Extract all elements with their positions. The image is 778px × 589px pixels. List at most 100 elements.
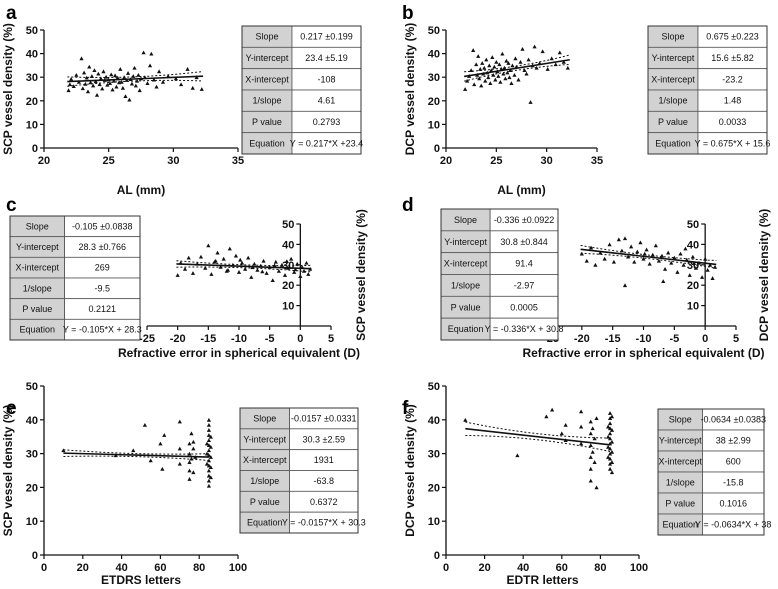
data-point xyxy=(483,78,488,83)
data-point xyxy=(644,247,649,252)
data-point xyxy=(173,76,179,81)
data-point xyxy=(88,80,93,85)
data-point xyxy=(559,431,564,436)
y-tick-label: 20 xyxy=(428,482,440,494)
confidence-band-upper xyxy=(67,71,204,78)
confidence-band-lower xyxy=(465,435,611,452)
data-point xyxy=(69,76,74,81)
data-point xyxy=(514,64,519,69)
data-point xyxy=(239,260,245,265)
data-point xyxy=(209,272,214,276)
data-point xyxy=(190,271,196,275)
data-point xyxy=(111,78,116,83)
table-stat-label: X-intercept xyxy=(243,455,287,465)
x-tick-label: -20 xyxy=(574,333,590,345)
confidence-band-lower xyxy=(67,79,204,87)
data-point xyxy=(189,431,194,436)
x-tick-label: 20 xyxy=(478,562,490,574)
panel-label: c xyxy=(6,195,17,216)
table-stat-label: Slope xyxy=(253,413,276,423)
y-tick-label: 10 xyxy=(26,516,38,528)
data-point xyxy=(136,72,141,77)
x-tick-label: 0 xyxy=(443,562,449,574)
chart-panel-b: b 20 25 30 35 0 10 20 30 40 50 AL (mm) DCP vessel de… xyxy=(402,3,603,197)
data-point xyxy=(91,83,96,88)
data-point xyxy=(515,453,520,458)
data-point xyxy=(189,456,194,461)
x-tick-label: -15 xyxy=(200,333,216,345)
table-stat-label: X-intercept xyxy=(444,259,488,269)
data-point xyxy=(530,63,535,68)
x-axis-title: ETDRS letters xyxy=(101,573,181,587)
data-point xyxy=(465,78,470,83)
x-tick-label: 25 xyxy=(490,155,502,167)
table-stat-label: Equation xyxy=(662,520,698,530)
confidence-band-upper xyxy=(63,449,209,455)
data-point xyxy=(101,69,106,74)
data-point xyxy=(177,419,182,424)
data-point xyxy=(650,252,655,257)
data-point xyxy=(588,245,594,250)
table-stat-value: Y = -0.336*X + 30.8 xyxy=(485,324,564,334)
data-point xyxy=(522,68,527,73)
data-point xyxy=(666,250,671,255)
table-stat-value: -9.5 xyxy=(95,283,111,293)
y-tick-label: 10 xyxy=(428,119,440,131)
data-point xyxy=(252,261,257,266)
data-point xyxy=(158,441,163,446)
data-point xyxy=(208,455,213,459)
y-tick-label: 10 xyxy=(428,516,440,528)
data-point xyxy=(71,84,76,89)
table-border xyxy=(239,407,359,534)
data-point xyxy=(590,450,595,454)
data-point xyxy=(518,59,523,64)
data-point xyxy=(115,75,120,80)
data-point xyxy=(690,254,695,259)
regression-line xyxy=(67,75,204,83)
data-point xyxy=(710,276,715,280)
table-stat-value: Y = -0.0157*X + 30.3 xyxy=(282,518,366,528)
table-stat-value: 4.61 xyxy=(318,96,336,106)
data-point xyxy=(204,461,210,466)
data-point xyxy=(647,261,652,266)
data-point xyxy=(125,71,131,75)
y-tick-label: 20 xyxy=(687,280,699,292)
data-point xyxy=(298,274,303,278)
table-stat-value: -23.2 xyxy=(722,74,743,84)
data-point xyxy=(261,258,266,263)
x-tick-label: 35 xyxy=(591,155,603,167)
data-point xyxy=(105,82,110,87)
data-point xyxy=(475,72,480,77)
data-point xyxy=(79,56,84,61)
data-point xyxy=(553,62,558,67)
x-tick-label: 30 xyxy=(541,155,553,167)
data-point xyxy=(561,59,566,64)
table-stat-label: Equation xyxy=(247,518,283,528)
data-point xyxy=(267,264,272,269)
data-point xyxy=(656,258,662,263)
regression-line xyxy=(580,248,717,266)
stats-table-c: Slope -0.105 ±0.0838 Y-intercept 28.3 ±0.76… xyxy=(9,215,142,341)
data-point xyxy=(632,259,637,264)
data-point xyxy=(264,271,269,275)
data-point xyxy=(135,78,140,83)
data-point xyxy=(208,475,213,480)
x-tick-label: 0 xyxy=(702,333,708,345)
table-stat-value: 28.3 ±0.766 xyxy=(79,242,126,252)
confidence-band-lower xyxy=(176,266,312,273)
table-border xyxy=(241,25,362,155)
y-tick-label: 10 xyxy=(26,119,38,131)
table-stat-label: Slope xyxy=(26,221,49,231)
data-point xyxy=(258,263,263,268)
data-point xyxy=(106,77,111,82)
table-stat-value: -0.0157 ±0.0331 xyxy=(291,413,357,423)
y-tick-label: 10 xyxy=(687,301,699,313)
data-point xyxy=(122,75,127,80)
data-point xyxy=(83,81,88,86)
data-point xyxy=(579,441,584,446)
data-point xyxy=(273,259,278,264)
data-point xyxy=(672,255,677,260)
y-tick-label: 0 xyxy=(434,143,440,155)
